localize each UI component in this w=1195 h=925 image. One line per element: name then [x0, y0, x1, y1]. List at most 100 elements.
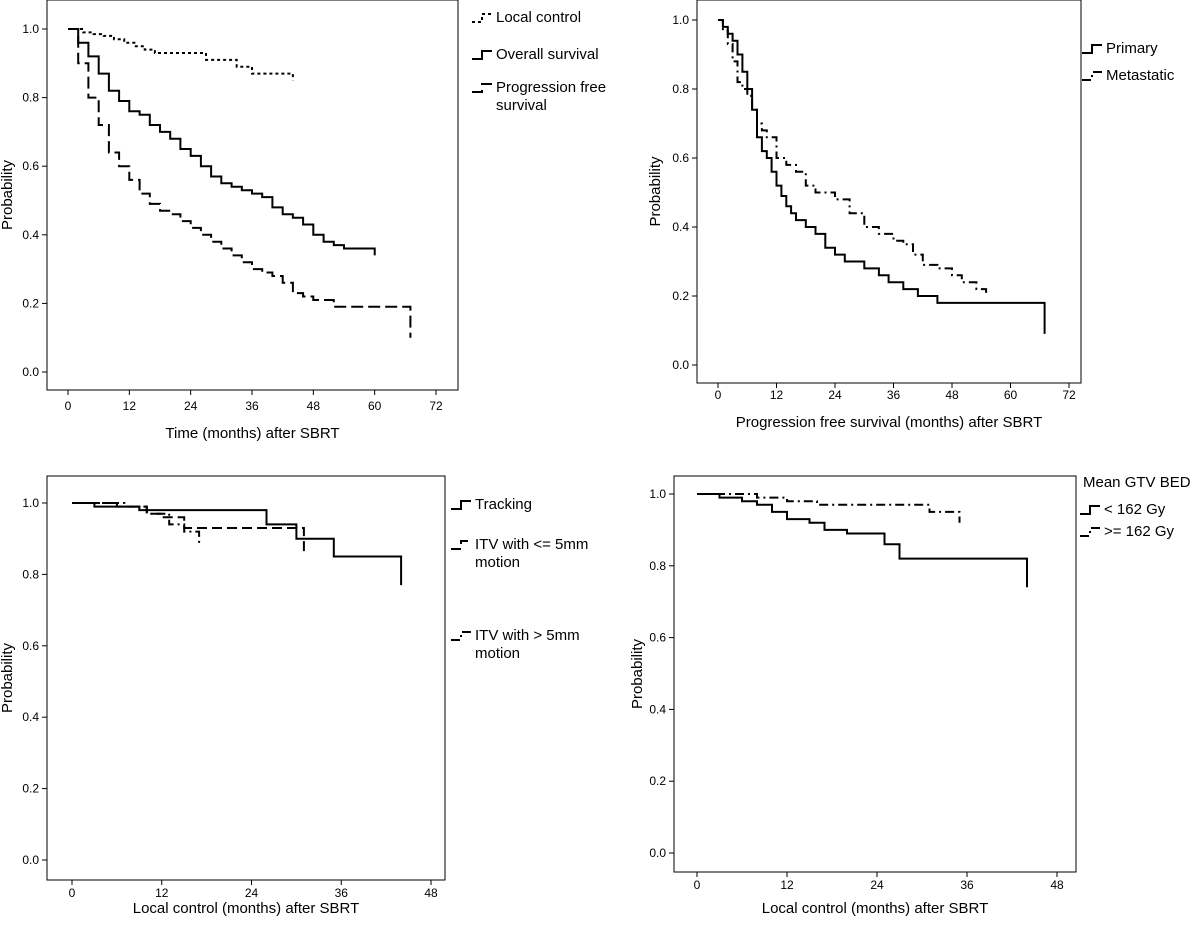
legend: Tracking ITV with <= 5mm motion ITV with > … [451, 496, 588, 662]
legend-label: ITV with <= 5mm motion [475, 536, 588, 571]
x-tick-label: 36 [245, 399, 259, 413]
x-tick-label: 36 [960, 878, 974, 892]
chart-panel-3: 0.0 0.2 0.4 0.6 0.8 1.0 0 12 24 36 48 Local control… [0, 475, 588, 917]
y-tick-label: 0.2 [22, 782, 39, 796]
legend-key [472, 13, 492, 23]
x-tick-label: 24 [828, 388, 842, 402]
y-tick-label: 0.2 [649, 774, 666, 788]
legend-label: Tracking [475, 496, 532, 513]
x-tick-label: 12 [155, 886, 169, 900]
series-line-1 [68, 28, 294, 81]
y-axis-title: Probability [0, 159, 16, 230]
legend: Mean GTV BED < 162 Gy >= 162 Gy [1080, 474, 1191, 540]
legend-label: Local control [496, 9, 581, 26]
x-tick-label: 24 [184, 399, 198, 413]
series-line-1 [718, 19, 1046, 334]
y-tick-label: 0.6 [22, 159, 39, 173]
y-axis-title: Probability [629, 638, 646, 709]
series-line-2 [718, 19, 988, 296]
y-tick-label: 0.4 [22, 228, 39, 242]
x-tick-label: 0 [715, 388, 722, 402]
x-tick-label: 72 [1062, 388, 1076, 402]
x-tick-label: 48 [1050, 878, 1064, 892]
series-line-3 [72, 502, 201, 546]
legend-key [1082, 44, 1102, 54]
y-tick-label: 0.6 [649, 631, 666, 645]
series-line-2 [72, 502, 305, 553]
y-tick-label: 0.4 [649, 702, 666, 716]
legend-key [1080, 505, 1100, 515]
y-tick-label: 0.2 [672, 289, 689, 303]
y-tick-label: 1.0 [22, 496, 39, 510]
legend-label: >= 162 Gy [1104, 523, 1175, 540]
legend-label: < 162 Gy [1104, 501, 1166, 518]
legend-title: Mean GTV BED [1083, 474, 1191, 491]
legend: Local control Overall survival Progression… [472, 9, 606, 114]
series-line-2 [68, 28, 376, 256]
plot-frame [696, 0, 1082, 384]
legend-key [1080, 527, 1100, 537]
chart-panel-1: 0.0 0.2 0.4 0.6 0.8 1.0 0 12 24 36 48 60 72 Time (mon… [0, 0, 606, 442]
y-tick-label: 0.6 [22, 639, 39, 653]
legend-label: ITV with > 5mm motion [475, 627, 580, 662]
chart-panel-2: 0.0 0.2 0.4 0.6 0.8 1.0 0 12 24 36 48 60 72 Progressi… [647, 0, 1175, 431]
y-tick-label: 0.2 [22, 296, 39, 310]
x-tick-label: 36 [887, 388, 901, 402]
x-tick-label: 48 [424, 886, 438, 900]
chart-panel-4: 0.0 0.2 0.4 0.6 0.8 1.0 0 12 24 36 48 Local control… [629, 474, 1191, 917]
x-tick-label: 36 [335, 886, 349, 900]
y-tick-label: 0.8 [649, 559, 666, 573]
y-axis-title: Probability [647, 156, 664, 227]
legend-label: Overall survival [496, 46, 599, 63]
legend-key [1082, 71, 1102, 81]
y-tick-label: 0.0 [649, 846, 666, 860]
series-line-2 [697, 493, 961, 523]
plot-frame [46, 0, 459, 391]
x-tick-label: 0 [69, 886, 76, 900]
y-tick-label: 1.0 [649, 487, 666, 501]
y-tick-label: 0.0 [22, 853, 39, 867]
x-tick-label: 12 [123, 399, 137, 413]
y-tick-label: 0.4 [672, 220, 689, 234]
y-tick-label: 1.0 [672, 13, 689, 27]
x-axis-title: Time (months) after SBRT [165, 425, 339, 442]
series-line-1 [72, 502, 403, 586]
legend-key [472, 50, 492, 60]
x-tick-label: 24 [245, 886, 259, 900]
y-tick-label: 0.8 [672, 82, 689, 96]
x-tick-label: 24 [870, 878, 884, 892]
y-tick-label: 0.6 [672, 151, 689, 165]
y-tick-label: 0.4 [22, 710, 39, 724]
plot-frame [46, 475, 446, 881]
x-tick-label: 60 [1004, 388, 1018, 402]
legend-label: Progression free survival [496, 79, 606, 114]
plot-frame [673, 475, 1077, 873]
y-tick-label: 0.8 [22, 91, 39, 105]
legend: Primary Metastatic [1082, 40, 1175, 84]
legend-key [451, 500, 471, 510]
legend-label: Primary [1106, 40, 1158, 57]
y-tick-label: 0.0 [22, 365, 39, 379]
legend-key [451, 631, 471, 641]
legend-key [472, 83, 492, 93]
series-line-3 [68, 28, 412, 338]
series-line-1 [697, 493, 1028, 588]
x-axis-title: Local control (months) after SBRT [762, 900, 988, 917]
x-tick-label: 48 [307, 399, 321, 413]
x-axis-title: Progression free survival (months) after… [736, 414, 1043, 431]
x-tick-label: 12 [770, 388, 784, 402]
x-tick-label: 0 [65, 399, 72, 413]
x-tick-label: 0 [694, 878, 701, 892]
y-tick-label: 0.0 [672, 358, 689, 372]
legend-key [451, 540, 471, 550]
y-tick-label: 0.8 [22, 567, 39, 581]
x-tick-label: 12 [780, 878, 794, 892]
y-axis-title: Probability [0, 642, 16, 713]
legend-label: Metastatic [1106, 67, 1175, 84]
x-tick-label: 60 [368, 399, 382, 413]
x-tick-label: 48 [945, 388, 959, 402]
x-axis-title: Local control (months) after SBRT [133, 900, 359, 917]
x-tick-label: 72 [429, 399, 443, 413]
y-tick-label: 1.0 [22, 22, 39, 36]
